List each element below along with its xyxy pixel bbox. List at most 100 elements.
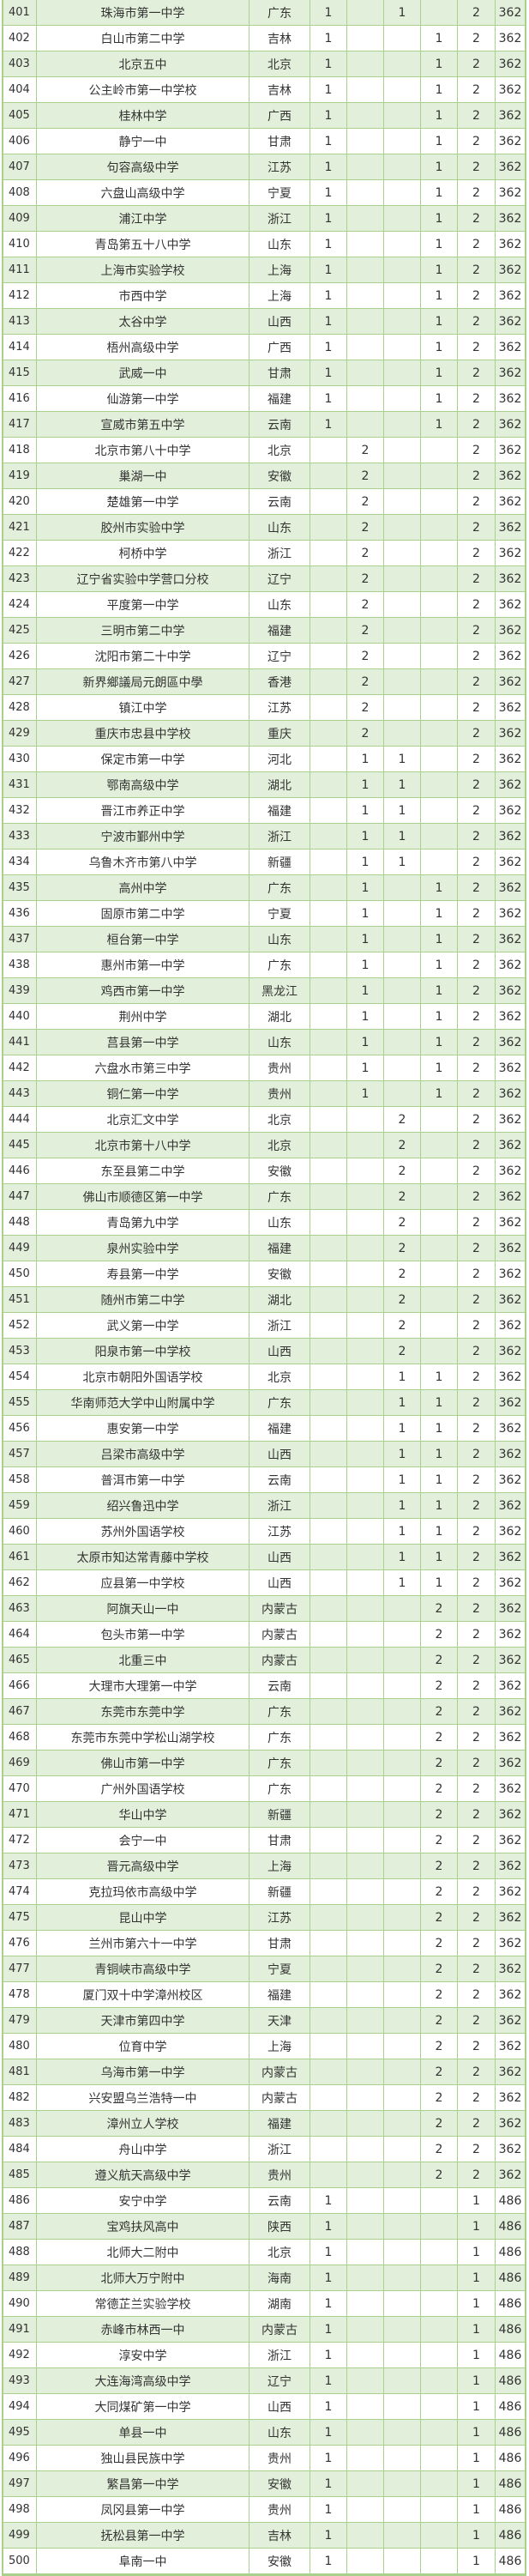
total-cell: 2 [458, 901, 496, 926]
total-cell: 1 [458, 2420, 496, 2445]
count-col2-cell [347, 1390, 384, 1415]
count-col2-cell [347, 2111, 384, 2136]
count-col4-cell [421, 644, 458, 668]
count-col1-cell [310, 901, 347, 926]
count-col3-cell [384, 309, 421, 334]
province-cell: 辽宁 [249, 566, 310, 591]
table-row: 435 高州中学 广东 1 1 2 362 [3, 875, 525, 901]
count-col2-cell: 1 [347, 1030, 384, 1055]
province-cell: 云南 [249, 1467, 310, 1492]
count-col1-cell [310, 1261, 347, 1286]
table-row: 457 吕梁市高级中学 山西 1 1 2 362 [3, 1442, 525, 1467]
count-col2-cell [347, 386, 384, 411]
overall-rank-cell: 362 [498, 263, 522, 277]
count-col3-cell [384, 1725, 421, 1750]
overall-rank-cell: 486 [498, 2193, 522, 2208]
count-col1-cell [310, 1313, 347, 1338]
count-col3-cell [384, 1956, 421, 1981]
school-name-cell: 高州中学 [37, 875, 249, 900]
school-name-cell: 佛山市顺德区第一中学 [37, 1184, 249, 1209]
table-row: 427 新界鄉議局元朗區中學 香港 2 2 362 [3, 669, 525, 695]
rank-cell: 462 [3, 1570, 37, 1595]
count-col1-cell [310, 1956, 347, 1981]
total-cell: 2 [458, 335, 496, 360]
count-col4-cell: 2 [421, 1673, 458, 1698]
school-name-cell: 厦门双十中学漳州校区 [37, 1982, 249, 2007]
school-name-cell: 大连海湾高级中学 [37, 2368, 249, 2393]
count-col3-cell [384, 2162, 421, 2187]
count-col1-cell: 1 [310, 129, 347, 154]
table-row: 478 厦门双十中学漳州校区 福建 2 2 362 [3, 1982, 525, 2008]
count-col4-cell [421, 772, 458, 797]
rank-cell: 454 [3, 1364, 37, 1389]
count-col1-cell [310, 1004, 347, 1029]
count-col4-cell: 2 [421, 1751, 458, 1775]
count-col2-cell: 2 [347, 592, 384, 617]
school-name-cell: 遵义航天高级中学 [37, 2162, 249, 2187]
count-col3-cell [384, 2008, 421, 2033]
rank-cell: 413 [3, 309, 37, 334]
rank-cell: 430 [3, 747, 37, 771]
count-col2-cell [347, 2368, 384, 2393]
table-row: 445 北京市第十八中学 北京 2 2 362 [3, 1133, 525, 1158]
count-col1-cell [310, 1648, 347, 1672]
table-row: 487 宝鸡扶风高中 陕西 1 1 486 [3, 2214, 525, 2240]
count-col2-cell [347, 2162, 384, 2187]
count-col3-cell [384, 978, 421, 1003]
count-col4-cell [421, 1261, 458, 1286]
table-row: 440 荆州中学 湖北 1 1 2 362 [3, 1004, 525, 1030]
count-col3-cell [384, 103, 421, 128]
school-name-cell: 阜南一中 [37, 2549, 249, 2573]
province-cell: 山西 [249, 1570, 310, 1595]
count-col4-cell [421, 721, 458, 746]
school-name-cell: 鸡西市第一中学 [37, 978, 249, 1003]
total-cell: 1 [458, 2343, 496, 2367]
table-row: 431 鄂南高级中学 湖北 1 1 2 362 [3, 772, 525, 798]
province-cell: 山东 [249, 592, 310, 617]
table-row: 417 宣威市第五中学 云南 1 1 2 362 [3, 412, 525, 438]
province-cell: 云南 [249, 489, 310, 514]
count-col2-cell [347, 2549, 384, 2573]
count-col3-cell [384, 1648, 421, 1672]
count-col1-cell: 1 [310, 2188, 347, 2213]
table-row: 424 平度第一中学 山东 2 2 362 [3, 592, 525, 618]
rank-cell: 435 [3, 875, 37, 900]
school-name-cell: 北京市朝阳外国语学校 [37, 1364, 249, 1389]
count-col3-cell [384, 1081, 421, 1106]
count-col1-cell [310, 1158, 347, 1183]
province-cell: 江苏 [249, 695, 310, 720]
count-col3-cell [384, 2420, 421, 2445]
count-col3-cell [384, 26, 421, 51]
overall-rank-cell: 486 [498, 2373, 522, 2388]
school-name-cell: 泉州实验中学 [37, 1236, 249, 1261]
count-col4-cell: 1 [421, 103, 458, 128]
overall-rank-cell: 362 [498, 1781, 522, 1796]
count-col3-cell [384, 2111, 421, 2136]
count-col4-cell: 1 [421, 335, 458, 360]
count-col2-cell: 2 [347, 644, 384, 668]
school-name-cell: 东至县第二中学 [37, 1158, 249, 1183]
school-name-cell: 宝鸡扶风高中 [37, 2214, 249, 2239]
table-row: 408 六盘山高级中学 宁夏 1 1 2 362 [3, 180, 525, 206]
count-col2-cell [347, 1648, 384, 1672]
rank-cell: 426 [3, 644, 37, 668]
count-col4-cell: 1 [421, 1493, 458, 1518]
overall-rank-cell: 362 [498, 1987, 522, 2002]
count-col3-cell [384, 2549, 421, 2573]
count-col1-cell [310, 1699, 347, 1724]
overall-rank-cell: 362 [498, 1086, 522, 1101]
school-name-cell: 阳泉市第一中学校 [37, 1339, 249, 1364]
school-name-cell: 华山中学 [37, 1802, 249, 1827]
overall-rank-cell: 362 [498, 5, 522, 20]
province-cell: 北京 [249, 2240, 310, 2265]
count-col2-cell [347, 1570, 384, 1595]
count-col3-cell: 1 [384, 824, 421, 849]
count-col3-cell: 2 [384, 1287, 421, 1312]
rank-cell: 404 [3, 77, 37, 102]
count-col1-cell: 1 [310, 335, 347, 360]
count-col4-cell [421, 1184, 458, 1209]
school-name-cell: 重庆市忠县中学校 [37, 721, 249, 746]
school-name-cell: 吕梁市高级中学 [37, 1442, 249, 1466]
count-col2-cell: 1 [347, 927, 384, 952]
rank-cell: 427 [3, 669, 37, 694]
